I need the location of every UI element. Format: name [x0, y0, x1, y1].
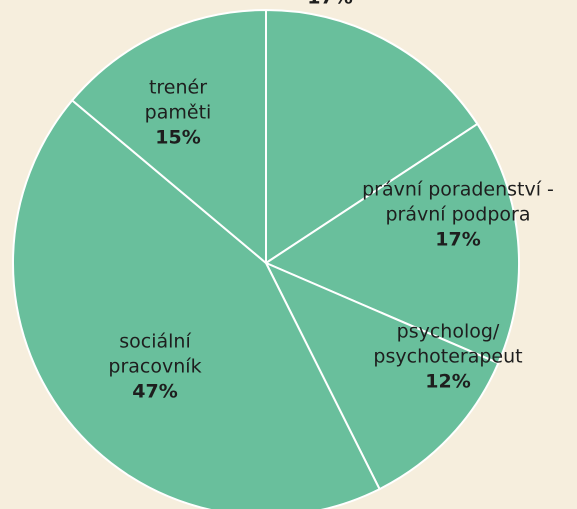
slice-label: právní poradenství - [362, 179, 554, 201]
slice-value-label: 17% [435, 229, 480, 251]
slice-label: paměti [145, 102, 212, 124]
slice-value-label: 15% [155, 127, 200, 149]
slice-value-label: 12% [425, 371, 470, 393]
slice-label: pracovník [108, 356, 201, 378]
slice-label: sociální [119, 331, 191, 353]
slice-value-label: 47% [132, 381, 177, 403]
slice-label: právní podpora [385, 204, 530, 226]
slice-label: trenér [149, 77, 207, 99]
pie-slice [263, 260, 500, 491]
slice-value-label: 17% [307, 0, 352, 9]
pie-slice [263, 122, 520, 365]
slice-label: psycholog/ [397, 321, 500, 343]
slice-label: psychoterapeut [373, 346, 522, 368]
pie-slice [12, 98, 381, 509]
pie-slice [265, 8, 479, 265]
pie-slice [70, 8, 267, 266]
